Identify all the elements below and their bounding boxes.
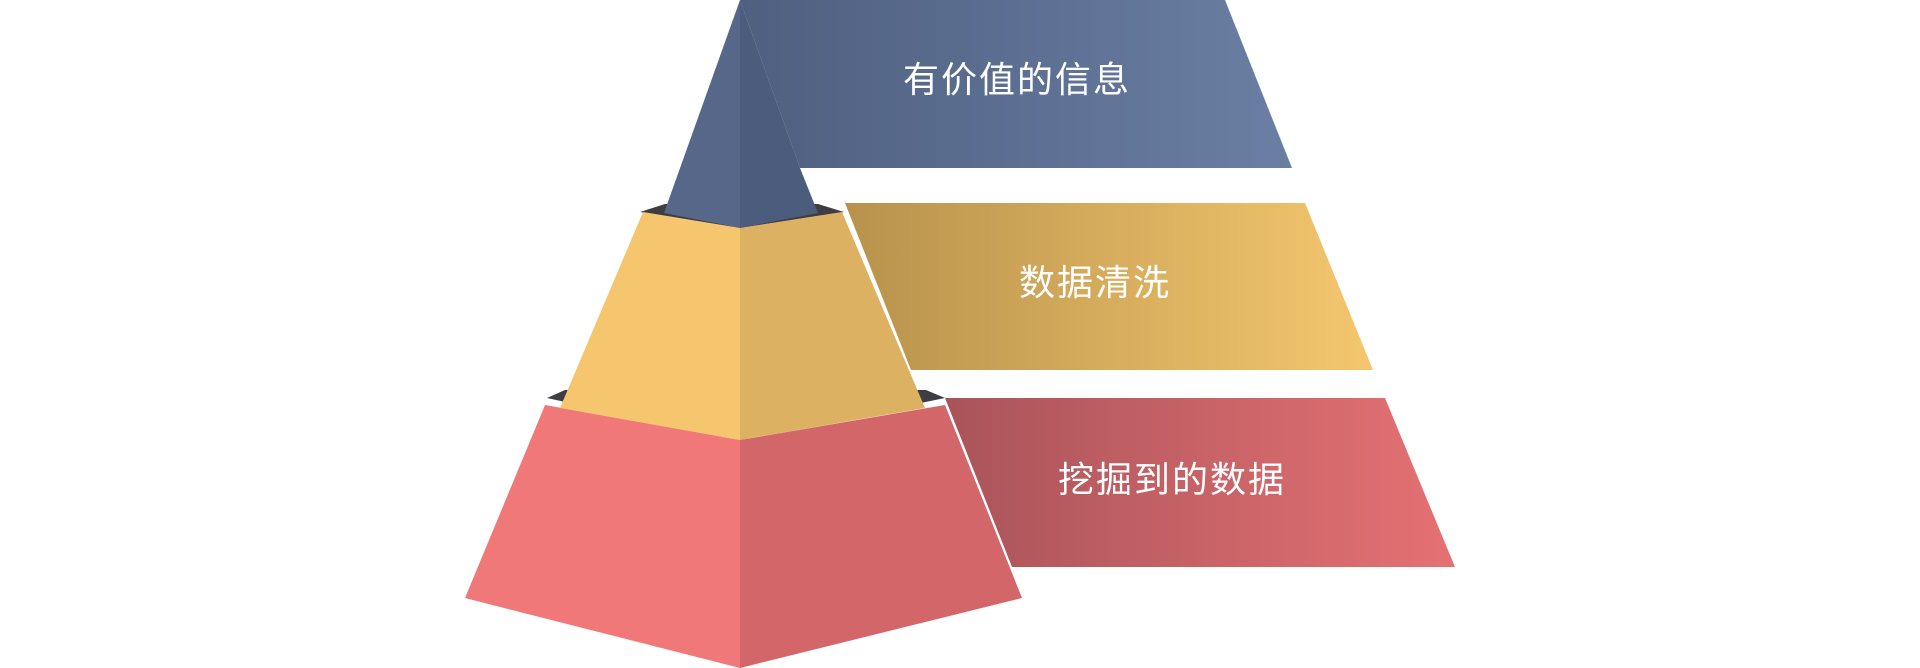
band-data-cleaning: [845, 203, 1373, 370]
pyramid-face-right-top: [740, 0, 818, 228]
label-valuable-info: 有价值的信息: [903, 60, 1131, 101]
pyramid-face-right-middle: [740, 212, 925, 440]
pyramid-face-right-bottom: [740, 405, 1022, 668]
label-mined-data: 挖掘到的数据: [1058, 460, 1286, 501]
pyramid-face-left-top: [664, 0, 740, 228]
pyramid-face-left-middle: [560, 212, 740, 440]
band-valuable-info: [740, 0, 1292, 168]
band-mined-data: [945, 398, 1455, 567]
label-data-cleaning: 数据清洗: [1019, 263, 1171, 304]
pyramid-face-left-bottom: [465, 405, 740, 668]
